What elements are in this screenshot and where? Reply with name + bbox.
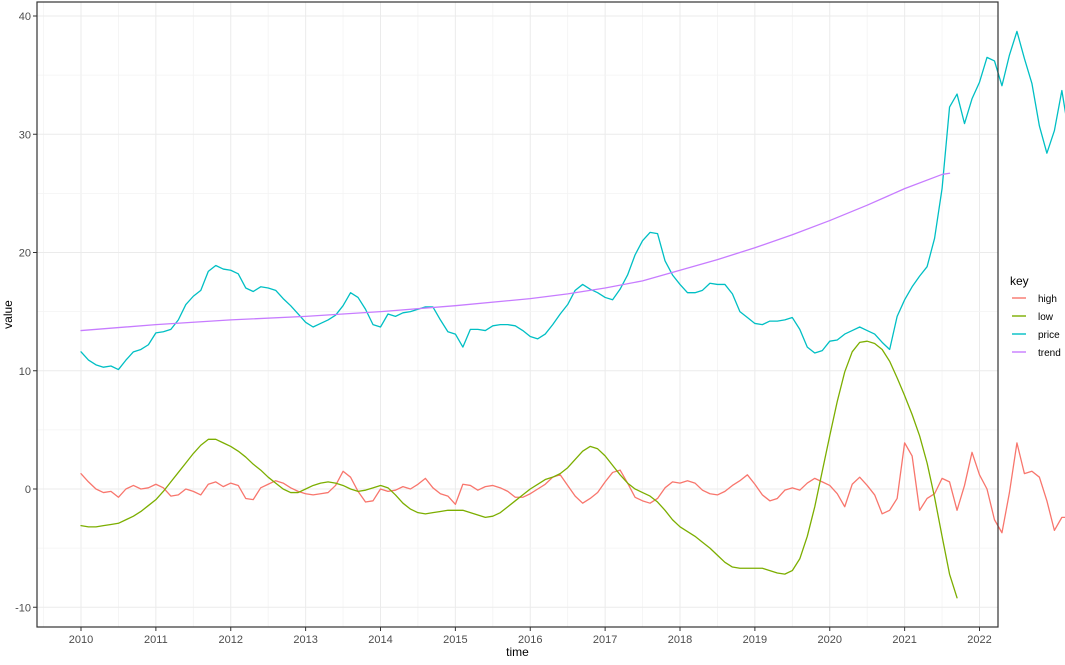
legend: key high low price trend [1010, 274, 1061, 361]
legend-title: key [1010, 274, 1029, 288]
x-tick-label: 2022 [967, 634, 991, 646]
legend-label: high [1038, 294, 1057, 305]
y-tick-label: 0 [25, 484, 31, 496]
panel-border [36, 1, 999, 628]
legend-item-trend: trend [1010, 344, 1061, 361]
x-tick-label: 2021 [892, 634, 916, 646]
x-axis-title: time [506, 645, 529, 659]
y-axis-title: value [1, 300, 15, 329]
x-tick-label: 2011 [144, 634, 168, 646]
x-tick-label: 2017 [593, 634, 617, 646]
x-tick-label: 2016 [518, 634, 542, 646]
grid-layer [37, 2, 998, 627]
legend-label: trend [1038, 348, 1061, 359]
tick-layer: 2010 2011 2012 2013 2014 2015 2016 2017 2018 2019… [15, 11, 992, 646]
series-line-low [80, 340, 958, 599]
axis-layer [36, 1, 999, 628]
y-tick-label: 40 [19, 11, 31, 23]
y-tick-label: 30 [19, 129, 31, 141]
series-line-high [80, 442, 1065, 534]
series-layer [80, 30, 1065, 599]
legend-item-low: low [1010, 308, 1054, 325]
y-tick-label: 10 [19, 366, 31, 378]
series-line-price [80, 30, 1065, 371]
legend-label: low [1038, 312, 1054, 323]
x-tick-label: 2020 [818, 634, 842, 646]
legend-item-price: price [1010, 326, 1060, 343]
x-tick-label: 2014 [368, 634, 392, 646]
x-tick-label: 2010 [69, 634, 93, 646]
legend-label: price [1038, 330, 1060, 341]
y-tick-label: -10 [15, 602, 31, 614]
series-line-trend [80, 172, 951, 332]
x-tick-label: 2018 [668, 634, 692, 646]
x-tick-label: 2012 [219, 634, 243, 646]
x-tick-label: 2019 [743, 634, 767, 646]
x-tick-label: 2015 [443, 634, 467, 646]
y-tick-label: 20 [19, 248, 31, 260]
plot-background [37, 2, 998, 627]
legend-item-high: high [1010, 290, 1057, 307]
x-tick-label: 2013 [293, 634, 317, 646]
